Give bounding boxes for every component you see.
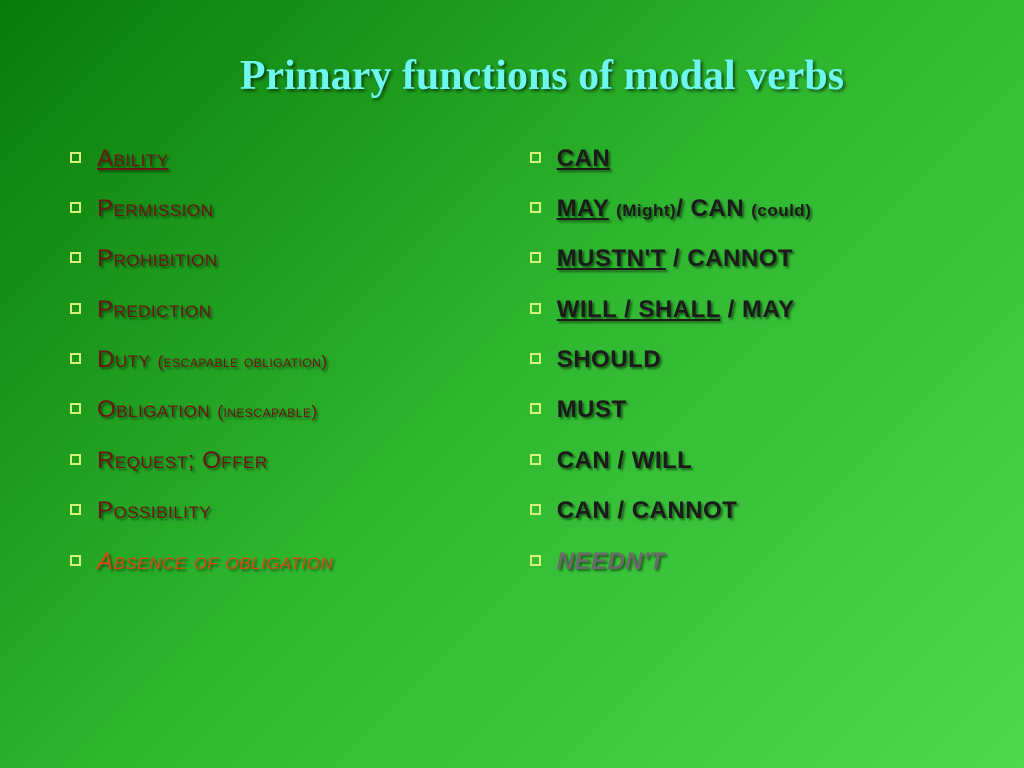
function-label: Request; Offer bbox=[97, 445, 268, 477]
function-item: Possibility bbox=[70, 495, 494, 527]
function-item: Obligation (inescapable) bbox=[70, 394, 494, 426]
left-column: Ability Permission Prohibition Prediction Du… bbox=[70, 143, 494, 597]
modal-item: MAY (Might)/ CAN (could) bbox=[530, 193, 954, 225]
square-bullet-icon bbox=[70, 152, 81, 163]
modal-label: CAN / WILL bbox=[557, 445, 693, 477]
modal-item: CAN / WILL bbox=[530, 445, 954, 477]
square-bullet-icon bbox=[70, 353, 81, 364]
square-bullet-icon bbox=[70, 504, 81, 515]
modal-label: CAN / CANNOT bbox=[557, 495, 738, 527]
modal-label: SHOULD bbox=[557, 344, 661, 376]
modal-item: WILL / SHALL / MAY bbox=[530, 294, 954, 326]
square-bullet-icon bbox=[530, 252, 541, 263]
function-label: Absence of obligation bbox=[97, 546, 333, 578]
modal-item: CAN / CANNOT bbox=[530, 495, 954, 527]
square-bullet-icon bbox=[530, 152, 541, 163]
function-item: Absence of obligation bbox=[70, 546, 494, 578]
square-bullet-icon bbox=[70, 252, 81, 263]
function-item: Prohibition bbox=[70, 243, 494, 275]
function-label: Prohibition bbox=[97, 243, 218, 275]
function-label: Permission bbox=[97, 193, 213, 225]
square-bullet-icon bbox=[70, 454, 81, 465]
functions-list: Ability Permission Prohibition Prediction Du… bbox=[70, 143, 494, 579]
modal-label: MUST bbox=[557, 394, 627, 426]
right-column: CAN MAY (Might)/ CAN (could) MUSTN'T / CAN… bbox=[530, 143, 954, 597]
modal-label: MAY (Might)/ CAN (could) bbox=[557, 193, 812, 225]
modal-item: SHOULD bbox=[530, 344, 954, 376]
modal-label: WILL / SHALL / MAY bbox=[557, 294, 795, 326]
square-bullet-icon bbox=[70, 202, 81, 213]
square-bullet-icon bbox=[530, 303, 541, 314]
function-label: Duty (escapable obligation) bbox=[97, 344, 327, 376]
content-columns: Ability Permission Prohibition Prediction Du… bbox=[60, 143, 964, 597]
modal-label: NEEDN'T bbox=[557, 546, 665, 578]
modal-label: CAN bbox=[557, 143, 611, 175]
square-bullet-icon bbox=[530, 555, 541, 566]
function-label: Possibility bbox=[97, 495, 211, 527]
function-label: Prediction bbox=[97, 294, 212, 326]
square-bullet-icon bbox=[70, 403, 81, 414]
square-bullet-icon bbox=[530, 403, 541, 414]
function-item: Ability bbox=[70, 143, 494, 175]
square-bullet-icon bbox=[530, 202, 541, 213]
square-bullet-icon bbox=[530, 504, 541, 515]
function-label: Ability bbox=[97, 143, 168, 175]
function-item: Duty (escapable obligation) bbox=[70, 344, 494, 376]
function-item: Request; Offer bbox=[70, 445, 494, 477]
modal-item: NEEDN'T bbox=[530, 546, 954, 578]
modal-item: CAN bbox=[530, 143, 954, 175]
slide: Primary functions of modal verbs Ability… bbox=[0, 0, 1024, 768]
square-bullet-icon bbox=[70, 303, 81, 314]
modals-list: CAN MAY (Might)/ CAN (could) MUSTN'T / CAN… bbox=[530, 143, 954, 579]
modal-item: MUSTN'T / CANNOT bbox=[530, 243, 954, 275]
modal-item: MUST bbox=[530, 394, 954, 426]
modal-label: MUSTN'T / CANNOT bbox=[557, 243, 793, 275]
function-item: Prediction bbox=[70, 294, 494, 326]
slide-title: Primary functions of modal verbs bbox=[105, 50, 919, 103]
function-label: Obligation (inescapable) bbox=[97, 394, 318, 426]
square-bullet-icon bbox=[530, 454, 541, 465]
square-bullet-icon bbox=[70, 555, 81, 566]
function-item: Permission bbox=[70, 193, 494, 225]
square-bullet-icon bbox=[530, 353, 541, 364]
